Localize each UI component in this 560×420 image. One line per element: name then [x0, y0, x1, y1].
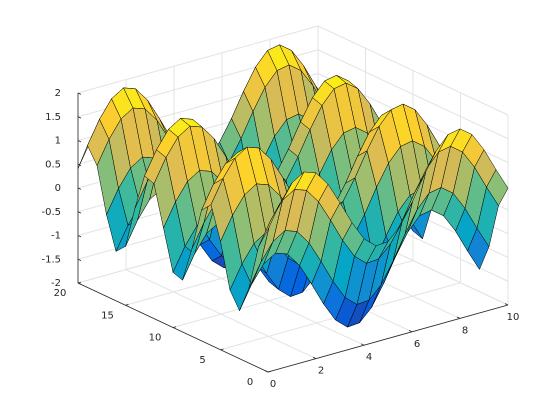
grid-line — [77, 25, 319, 94]
z-tick — [77, 258, 82, 262]
y-tick-label: 0 — [247, 377, 253, 388]
x-tick-label: 6 — [414, 339, 420, 350]
y-tick-label: 5 — [199, 355, 205, 366]
surface-patch — [258, 203, 281, 248]
y-tick-label: 20 — [54, 288, 67, 299]
grid-line — [317, 25, 509, 116]
z-tick-label: 0.5 — [45, 159, 61, 170]
z-tick-label: -1.5 — [41, 254, 61, 265]
z-tick — [77, 187, 82, 190]
x-tick — [408, 330, 413, 333]
x-tick-label: 8 — [462, 325, 468, 336]
x-tick — [360, 343, 365, 346]
y-tick — [220, 348, 224, 351]
y-tick — [267, 370, 272, 373]
x-tick — [312, 356, 317, 359]
x-tick-label: 4 — [366, 352, 372, 363]
x-tick — [456, 316, 461, 319]
x-tick-label: 0 — [270, 379, 276, 390]
z-tick-label: 1 — [55, 136, 61, 147]
z-tick-label: 0 — [55, 183, 61, 194]
z-tick — [77, 235, 82, 238]
x-tick — [504, 303, 509, 306]
y-tick-label: 15 — [101, 310, 114, 321]
grid-line — [317, 49, 509, 140]
y-tick-label: 10 — [149, 333, 162, 344]
z-tick-label: -2 — [51, 278, 61, 289]
z-tick-label: 1.5 — [45, 112, 61, 123]
x-axis — [267, 304, 509, 373]
z-tick — [77, 282, 82, 285]
x-tick-label: 2 — [318, 366, 324, 377]
x-tick-label: 10 — [507, 312, 520, 323]
z-tick — [77, 92, 82, 95]
z-tick — [77, 116, 82, 119]
z-tick-label: -0.5 — [41, 207, 61, 218]
y-tick — [172, 326, 177, 328]
z-tick-label: 2 — [55, 88, 61, 99]
z-tick-label: -1 — [51, 231, 61, 242]
z-tick — [77, 211, 82, 214]
x-tick — [264, 370, 269, 373]
z-tick — [77, 140, 82, 143]
y-tick — [125, 304, 129, 306]
